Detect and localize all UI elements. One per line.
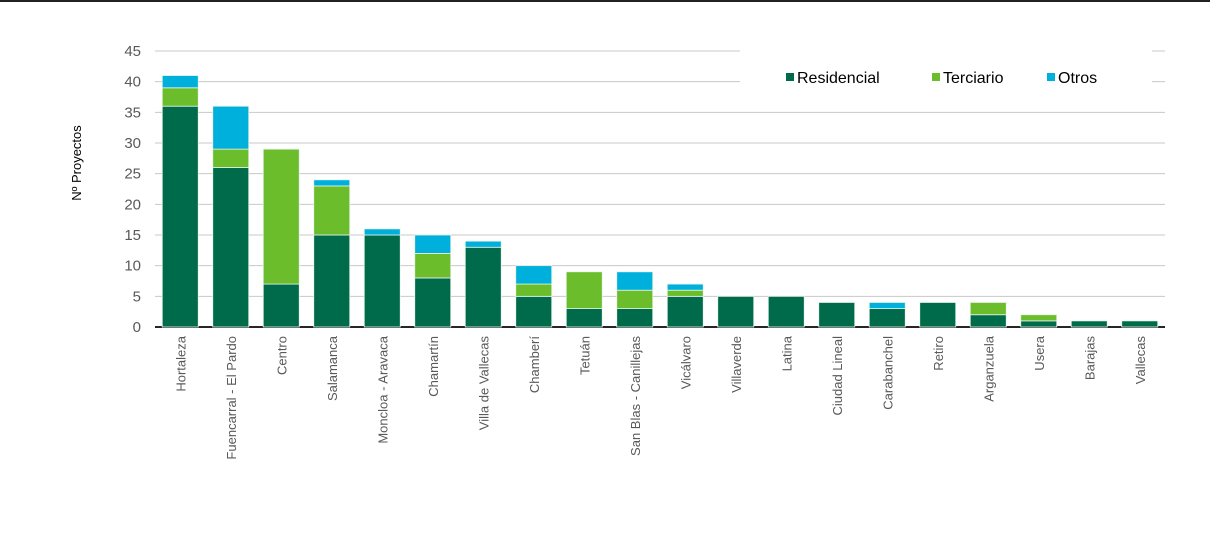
x-tick-label: Centro: [274, 336, 289, 375]
bar-otros-5: [414, 234, 452, 254]
bar-otros-3: [313, 179, 351, 187]
x-tick-label: Vicálvaro: [678, 336, 693, 389]
bar-residencial-11: [717, 295, 755, 328]
legend-swatch-residencial: [786, 73, 794, 81]
bar-terciario-3: [313, 185, 351, 236]
x-tick-label: Chamberí: [527, 336, 542, 393]
bar-otros-7: [515, 265, 553, 285]
top-border: [0, 0, 1210, 2]
bar-residencial-16: [969, 314, 1007, 328]
x-tick-label: Fuencarral - El Pardo: [224, 336, 239, 460]
bar-terciario-7: [515, 283, 553, 297]
x-tick-label: Arganzuela: [981, 335, 996, 402]
bar-residencial-5: [414, 277, 452, 328]
bar-residencial-19: [1121, 320, 1159, 328]
bar-residencial-7: [515, 295, 553, 328]
bar-residencial-6: [464, 246, 502, 328]
y-tick-label: 30: [124, 135, 141, 152]
bar-otros-9: [616, 271, 654, 291]
y-tick-label: 0: [133, 319, 141, 336]
legend-label-residencial: Residencial: [797, 70, 880, 87]
x-tick-label: Carabanchel: [880, 336, 895, 410]
x-tick-label: Tetuán: [577, 336, 592, 375]
bar-otros-14: [868, 302, 906, 310]
y-tick-label: 25: [124, 166, 141, 183]
bar-terciario-9: [616, 289, 654, 310]
bar-residencial-13: [818, 302, 856, 328]
bar-otros-6: [464, 240, 502, 248]
x-tick-label: Salamanca: [325, 335, 340, 401]
y-axis-label: Nº Proyectos: [69, 125, 84, 201]
x-tick-label: Moncloa - Aravaca: [375, 335, 390, 443]
bar-residencial-0: [161, 105, 199, 328]
bar-terciario-10: [666, 289, 704, 297]
x-tick-label: Barajas: [1082, 336, 1097, 381]
legend: Residencial Terciario Otros: [786, 70, 1097, 87]
x-tick-label: Latina: [779, 335, 794, 371]
bar-terciario-2: [262, 148, 300, 285]
y-tick-label: 35: [124, 104, 141, 121]
bar-residencial-14: [868, 308, 906, 328]
x-tick-label: Chamartín: [426, 336, 441, 397]
y-tick-label: 45: [124, 43, 141, 60]
legend-label-otros: Otros: [1058, 70, 1097, 87]
bar-otros-4: [363, 228, 401, 236]
bar-otros-10: [666, 283, 704, 291]
y-tick-label: 40: [124, 74, 141, 91]
bar-otros-0: [161, 75, 199, 89]
x-tick-label: Hortaleza: [173, 335, 188, 391]
bar-residencial-4: [363, 234, 401, 328]
bar-terciario-5: [414, 252, 452, 279]
x-tick-label: Retiro: [931, 336, 946, 371]
bar-terciario-16: [969, 302, 1007, 316]
y-tick-label: 10: [124, 258, 141, 275]
bar-residencial-15: [919, 302, 957, 328]
y-tick-label: 5: [133, 288, 141, 305]
bar-residencial-12: [767, 295, 805, 328]
bar-terciario-8: [565, 271, 603, 309]
bar-residencial-1: [212, 167, 250, 328]
bar-residencial-8: [565, 308, 603, 328]
legend-label-terciario: Terciario: [943, 70, 1004, 87]
y-tick-label: 15: [124, 227, 141, 244]
legend-background: [740, 42, 1152, 102]
bar-terciario-1: [212, 148, 250, 168]
x-tick-label: Villa de Vallecas: [476, 336, 491, 431]
y-tick-label: 20: [124, 196, 141, 213]
x-tick-label: Usera: [1032, 335, 1047, 370]
legend-swatch-otros: [1047, 73, 1055, 81]
x-tick-label: Ciudad Lineal: [830, 336, 845, 416]
bar-residencial-9: [616, 308, 654, 328]
bar-residencial-10: [666, 295, 704, 328]
bar-terciario-17: [1020, 314, 1058, 322]
bar-residencial-3: [313, 234, 351, 328]
x-tick-label: Vallecas: [1133, 336, 1148, 385]
bar-terciario-0: [161, 87, 199, 107]
bar-residencial-2: [262, 283, 300, 328]
legend-swatch-terciario: [932, 73, 940, 81]
x-tick-label: Villaverde: [729, 336, 744, 393]
bar-residencial-17: [1020, 320, 1058, 328]
x-tick-label: San Blas - Canillejas: [628, 336, 643, 456]
bar-residencial-18: [1070, 320, 1108, 328]
bar-otros-1: [212, 105, 250, 150]
